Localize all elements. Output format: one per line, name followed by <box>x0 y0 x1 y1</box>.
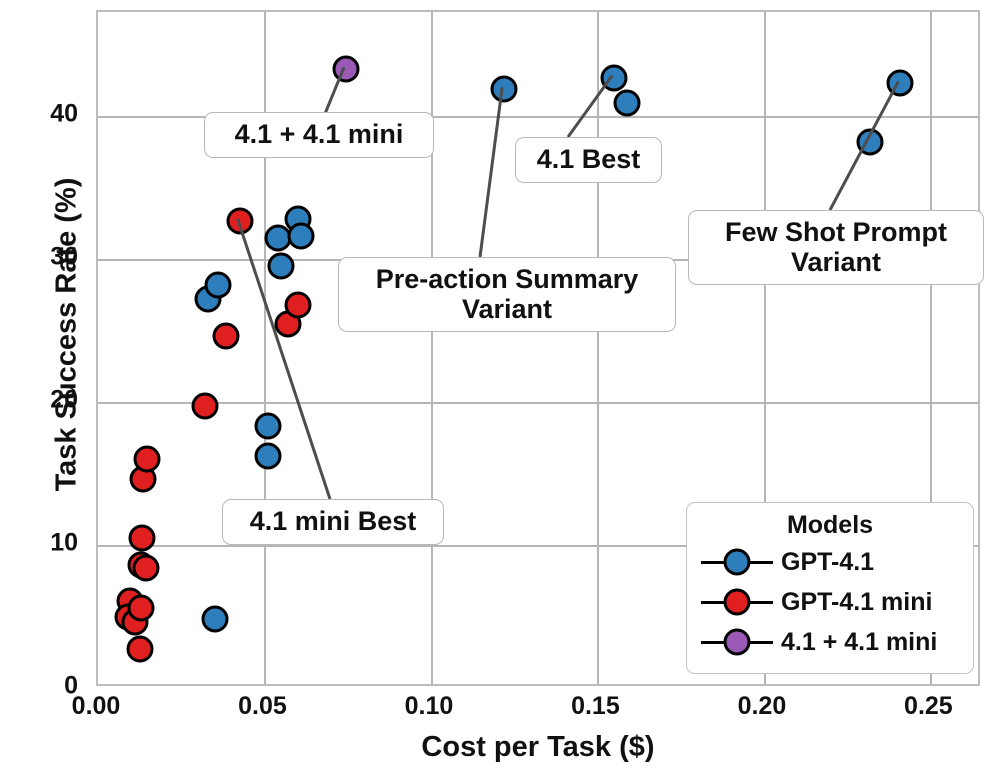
data-point <box>490 75 518 103</box>
data-point <box>254 412 282 440</box>
data-point <box>132 554 160 582</box>
data-point <box>191 392 219 420</box>
x-tick-label: 0.20 <box>737 692 787 720</box>
gridline-horizontal <box>98 545 978 547</box>
data-point <box>856 128 884 156</box>
data-point <box>201 605 229 633</box>
data-point <box>226 207 253 235</box>
legend-entry[interactable]: GPT-4.1 mini <box>701 582 959 622</box>
y-tick-label: 40 <box>50 99 78 128</box>
x-tick-label: 0.25 <box>904 692 953 720</box>
legend-marker-icon <box>701 587 773 617</box>
annotation-few-shot-prompt: Few Shot Prompt Variant <box>688 210 984 286</box>
legend-marker-icon <box>701 547 773 577</box>
legend-entry-label: 4.1 + 4.1 mini <box>781 627 938 656</box>
gridline-horizontal <box>98 116 978 118</box>
legend: Models GPT-4.1 GPT-4.1 mini 4.1 + 4.1 mini <box>686 502 974 674</box>
annotation-pre-action-summary: Pre-action Summary Variant <box>338 257 676 333</box>
legend-entry-label: GPT-4.1 <box>781 547 875 576</box>
gridline-horizontal <box>98 402 978 404</box>
legend-title: Models <box>786 511 874 539</box>
legend-entry-label: GPT-4.1 mini <box>781 587 933 616</box>
annotation-4-1-plus-4-1-mini: 4.1 + 4.1 mini <box>204 112 434 158</box>
gridline-vertical <box>763 12 766 684</box>
data-point <box>287 222 315 250</box>
data-point <box>267 252 295 280</box>
data-point <box>284 291 312 319</box>
x-tick-label: 0.00 <box>71 692 121 720</box>
data-point <box>613 89 641 117</box>
data-point <box>254 442 282 470</box>
x-tick-label: 0.15 <box>571 692 620 720</box>
y-tick-label: 20 <box>50 385 78 414</box>
data-point <box>204 271 232 299</box>
data-point <box>126 635 154 663</box>
data-point <box>600 64 628 92</box>
legend-entry[interactable]: GPT-4.1 <box>701 542 959 582</box>
x-tick-label: 0.05 <box>238 692 287 720</box>
data-point <box>332 55 360 83</box>
x-axis-label: Cost per Task ($) <box>421 731 655 763</box>
legend-entries: GPT-4.1 GPT-4.1 mini 4.1 + 4.1 mini <box>701 542 959 662</box>
data-point <box>127 594 155 622</box>
y-tick-label: 0 <box>64 671 78 700</box>
data-point <box>886 69 914 97</box>
annotation-4-1-best: 4.1 Best <box>515 137 662 183</box>
legend-entry[interactable]: 4.1 + 4.1 mini <box>701 622 959 662</box>
gridline-vertical <box>597 12 600 684</box>
data-point <box>128 524 156 552</box>
gridline-vertical <box>930 12 932 684</box>
gridline-vertical <box>430 12 433 684</box>
y-tick-label: 30 <box>50 242 78 271</box>
data-point <box>212 322 240 350</box>
data-point <box>133 445 161 473</box>
y-tick-label: 10 <box>50 528 78 557</box>
annotation-4-1-mini-best: 4.1 mini Best <box>222 499 444 545</box>
x-tick-label: 0.10 <box>404 692 454 720</box>
legend-marker-icon <box>701 627 773 657</box>
